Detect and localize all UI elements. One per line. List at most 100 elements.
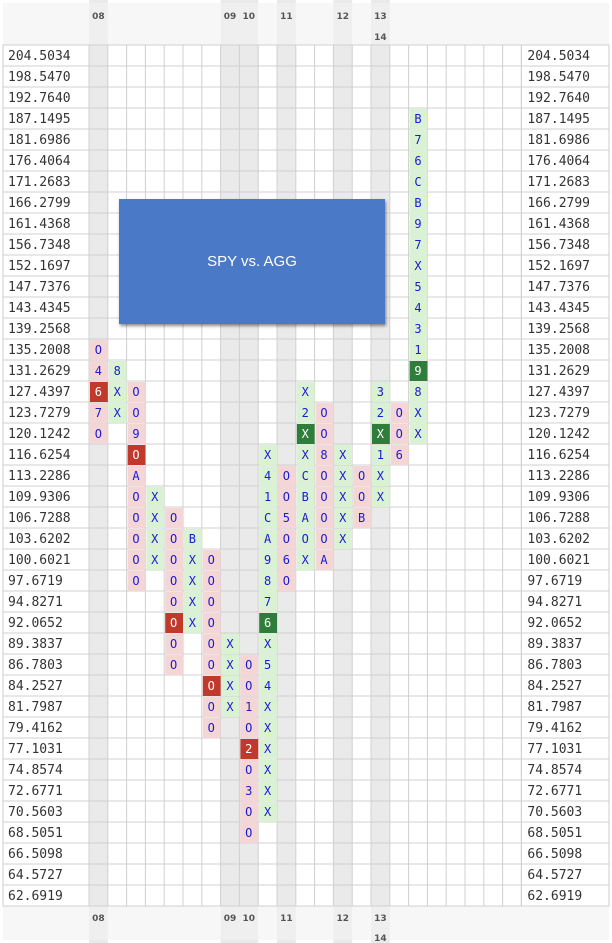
price-label-left: 68.5051 bbox=[8, 826, 63, 841]
column-fill bbox=[202, 697, 221, 717]
x-mark: X bbox=[264, 448, 272, 462]
o-mark: O bbox=[208, 658, 215, 672]
price-axis-right-bg bbox=[520, 44, 610, 907]
o-mark: O bbox=[132, 511, 139, 525]
x-mark: X bbox=[189, 574, 197, 588]
price-axis-left-bg bbox=[2, 44, 90, 907]
signal-box bbox=[409, 361, 428, 381]
column-fill bbox=[165, 634, 183, 654]
column-fill bbox=[240, 802, 259, 822]
column-fill bbox=[259, 760, 277, 780]
price-label-right: 123.7279 bbox=[527, 406, 590, 421]
price-label-right: 64.5727 bbox=[527, 868, 582, 883]
x-mark: X bbox=[151, 553, 159, 567]
column-fill bbox=[202, 613, 221, 633]
price-label-right: 70.5603 bbox=[527, 805, 582, 820]
price-label-right: 204.5034 bbox=[527, 49, 590, 64]
chart-title: SPY vs. AGG bbox=[207, 253, 297, 270]
column-fill bbox=[278, 529, 296, 549]
column-fill bbox=[127, 487, 146, 507]
column-fill bbox=[296, 508, 315, 528]
column-fill bbox=[240, 697, 259, 717]
price-label-right: 156.7348 bbox=[527, 238, 590, 253]
price-label-left: 89.3837 bbox=[8, 637, 63, 652]
price-label-right: 131.2629 bbox=[527, 364, 590, 379]
price-label-left: 152.1697 bbox=[8, 259, 71, 274]
x-mark: X bbox=[226, 679, 234, 693]
x-mark: X bbox=[151, 490, 159, 504]
column-fill bbox=[296, 445, 315, 465]
signal-box bbox=[372, 424, 390, 444]
month-mark: 3 bbox=[414, 322, 421, 336]
month-mark: 2 bbox=[377, 406, 384, 420]
column-fill bbox=[409, 109, 428, 129]
price-label-left: 192.7640 bbox=[8, 91, 71, 106]
column-fill bbox=[278, 550, 296, 570]
column-fill bbox=[127, 424, 146, 444]
column-fill bbox=[259, 466, 277, 486]
x-mark: X bbox=[302, 553, 310, 567]
price-label-right: 143.4345 bbox=[527, 301, 590, 316]
price-label-right: 74.8574 bbox=[527, 763, 582, 778]
x-mark: X bbox=[377, 469, 385, 483]
o-mark: O bbox=[302, 532, 309, 546]
month-mark: 5 bbox=[264, 658, 271, 672]
column-fill bbox=[127, 550, 146, 570]
column-fill bbox=[278, 508, 296, 528]
column-fill bbox=[184, 529, 202, 549]
column-fill bbox=[278, 466, 296, 486]
price-label-left: 84.2527 bbox=[8, 679, 63, 694]
column-fill bbox=[372, 403, 390, 423]
x-mark: X bbox=[339, 511, 347, 525]
price-label-left: 94.8271 bbox=[8, 595, 63, 610]
month-mark: 2 bbox=[302, 406, 309, 420]
column-fill bbox=[240, 718, 259, 738]
month-mark: 2 bbox=[245, 742, 252, 756]
column-fill bbox=[390, 403, 409, 423]
column-fill bbox=[409, 277, 428, 297]
column-fill bbox=[409, 172, 428, 192]
o-mark: O bbox=[283, 490, 290, 504]
column-fill bbox=[221, 655, 240, 675]
column-fill bbox=[202, 592, 221, 612]
column-fill bbox=[202, 634, 221, 654]
price-label-right: 86.7803 bbox=[527, 658, 582, 673]
year-label-bottom: 12 bbox=[337, 914, 350, 924]
year-label-bottom: 14 bbox=[374, 934, 387, 943]
price-label-left: 100.6021 bbox=[8, 553, 71, 568]
price-label-left: 204.5034 bbox=[8, 49, 71, 64]
column-fill bbox=[90, 403, 108, 423]
price-label-right: 192.7640 bbox=[527, 91, 590, 106]
column-fill bbox=[278, 487, 296, 507]
x-mark: X bbox=[114, 406, 122, 420]
column-fill bbox=[278, 571, 296, 591]
x-mark: X bbox=[302, 385, 310, 399]
price-label-right: 68.5051 bbox=[527, 826, 582, 841]
column-fill bbox=[127, 466, 146, 486]
column-fill bbox=[127, 403, 146, 423]
month-mark: 4 bbox=[264, 469, 271, 483]
month-mark: 1 bbox=[264, 490, 271, 504]
x-mark: X bbox=[226, 658, 234, 672]
o-mark: O bbox=[245, 763, 252, 777]
o-mark: O bbox=[132, 574, 139, 588]
month-mark: A bbox=[132, 469, 140, 483]
price-label-right: 120.1242 bbox=[527, 427, 590, 442]
column-fill bbox=[221, 697, 240, 717]
year-label-top: 09 bbox=[224, 12, 237, 22]
x-mark: X bbox=[189, 553, 197, 567]
column-fill bbox=[315, 487, 334, 507]
month-mark: 4 bbox=[264, 679, 271, 693]
column-fill bbox=[315, 466, 334, 486]
month-mark: 9 bbox=[414, 217, 421, 231]
column-fill bbox=[353, 487, 371, 507]
price-label-left: 113.2286 bbox=[8, 469, 71, 484]
column-fill bbox=[108, 361, 127, 381]
column-fill bbox=[202, 571, 221, 591]
year-label-top: 11 bbox=[280, 12, 293, 22]
month-mark: 9 bbox=[264, 553, 271, 567]
price-label-right: 116.6254 bbox=[527, 448, 590, 463]
column-fill bbox=[165, 550, 183, 570]
o-mark: O bbox=[170, 658, 177, 672]
year-label-bottom: 08 bbox=[92, 914, 105, 924]
